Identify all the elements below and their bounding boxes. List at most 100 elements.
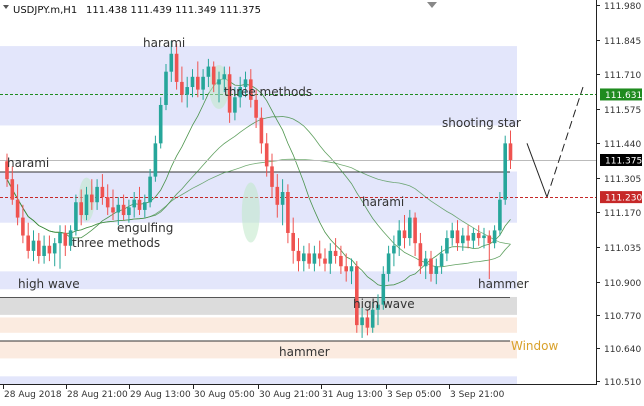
- projection-down: [526, 143, 548, 198]
- candle-body-60: [323, 258, 327, 264]
- candle-body-61: [328, 250, 333, 264]
- candle-body-23: [127, 207, 131, 216]
- candle-body-94: [503, 143, 507, 200]
- candle-body-7: [42, 245, 46, 256]
- annotation-high-wave-mid: high wave: [353, 297, 415, 311]
- candle-body-21: [116, 204, 121, 213]
- candle-body-57: [307, 253, 311, 264]
- candle-body-44: [238, 87, 242, 98]
- x-tick-label-6: 3 Sep 05:00: [387, 390, 442, 400]
- candle-body-62: [333, 250, 338, 256]
- y-tick-label-8: 110.900: [604, 279, 641, 289]
- pattern-highlight-2: [241, 182, 260, 243]
- candle-body-58: [312, 253, 317, 264]
- candle-body-85: [455, 230, 460, 244]
- candle-body-74: [397, 230, 401, 246]
- zone-3: [0, 296, 517, 315]
- y-tick-label-4: 111.440: [604, 140, 641, 150]
- candle-body-39: [211, 66, 216, 85]
- candle-body-84: [450, 230, 454, 239]
- candle-body-76: [408, 217, 412, 239]
- y-tick-label-0: 111.980: [604, 2, 641, 12]
- price-label-box-1: [600, 154, 642, 166]
- symbol-title: USDJPY.m,H1: [13, 5, 77, 16]
- price-label-text-1: 111.375: [605, 157, 642, 167]
- candle-body-92: [492, 230, 497, 244]
- annotation-hammer-right: hammer: [478, 277, 529, 291]
- x-tick-label-0: 28 Aug 2018: [4, 390, 62, 400]
- candle-body-75: [402, 230, 407, 239]
- y-tick-label-9: 110.770: [604, 312, 641, 322]
- annotation-window: Window: [511, 339, 559, 353]
- candle-body-49: [264, 143, 269, 167]
- y-tick-label-3: 111.575: [604, 106, 641, 116]
- candle-body-40: [217, 79, 221, 85]
- candle-body-80: [429, 258, 433, 274]
- candle-body-16: [90, 194, 94, 203]
- price-labels: 111.631 111.375 111.230: [600, 88, 642, 204]
- candle-body-79: [423, 258, 428, 267]
- candle-body-2: [15, 199, 20, 218]
- y-tick-label-10: 110.640: [604, 345, 641, 355]
- chart-shift-marker-icon[interactable]: [427, 2, 437, 8]
- candle-body-71: [381, 273, 386, 305]
- price-axis[interactable]: 111.980 111.845 111.710 111.575 111.440 111.3…: [596, 2, 641, 388]
- candle-body-41: [222, 74, 227, 80]
- candle-body-59: [317, 253, 322, 259]
- candle-body-25: [137, 199, 142, 210]
- annotation-three-methods-left: three methods: [72, 236, 160, 250]
- annotation-layer: harami three methods shooting star haram…: [7, 36, 559, 359]
- annotation-hammer-bottom: hammer: [279, 345, 330, 359]
- candle-body-42: [227, 74, 232, 113]
- x-tick-label-4: 30 Aug 21:00: [259, 390, 320, 400]
- x-tick-label-1: 28 Aug 21:00: [67, 390, 128, 400]
- candle-body-47: [254, 99, 258, 118]
- chart-header: USDJPY.m,H1 111.438 111.439 111.349 111.…: [3, 2, 437, 16]
- price-label-box-0: [600, 88, 642, 101]
- annotation-high-wave-left: high wave: [18, 277, 80, 291]
- candle-body-28: [153, 143, 158, 177]
- y-tick-label-11: 110.510: [604, 378, 641, 388]
- candle-body-72: [386, 253, 391, 274]
- candle-body-0: [5, 161, 9, 180]
- price-label-box-2: [600, 191, 642, 204]
- candle-body-55: [296, 250, 301, 262]
- candle-body-34: [185, 87, 189, 95]
- candle-body-88: [471, 232, 476, 241]
- candle-body-52: [280, 192, 285, 205]
- candle-body-17: [95, 186, 99, 203]
- y-tick-label-2: 111.710: [604, 71, 641, 81]
- candle-body-66: [355, 266, 359, 326]
- candle-body-27: [148, 176, 152, 203]
- candle-body-93: [498, 199, 502, 231]
- level-lines-layer: [0, 94, 596, 198]
- zone-5: [0, 340, 517, 359]
- symbol-menu-arrow-icon[interactable]: [3, 5, 9, 9]
- candle-body-24: [132, 199, 136, 208]
- zone-4: [0, 317, 517, 333]
- price-label-text-0: 111.631: [605, 91, 642, 101]
- candle-body-4: [26, 235, 30, 251]
- candle-body-90: [482, 235, 486, 239]
- candles-layer: [5, 40, 513, 338]
- candle-body-30: [164, 71, 168, 105]
- candle-body-9: [52, 243, 57, 254]
- candle-body-33: [180, 81, 184, 95]
- candle-body-87: [466, 235, 470, 241]
- candle-body-36: [196, 76, 200, 90]
- candle-body-13: [74, 202, 78, 231]
- annotation-harami-top: harami: [143, 36, 185, 50]
- candle-body-64: [344, 266, 348, 272]
- x-tick-label-7: 3 Sep 21:00: [450, 390, 505, 400]
- candle-body-67: [360, 317, 364, 326]
- candle-body-29: [158, 104, 163, 144]
- candle-body-8: [47, 245, 52, 254]
- candle-body-18: [100, 186, 105, 198]
- candle-body-82: [439, 253, 444, 267]
- candle-body-38: [206, 66, 211, 77]
- candle-body-20: [111, 207, 115, 213]
- time-axis[interactable]: 28 Aug 2018 28 Aug 21:00 29 Aug 13:00 30 Au…: [3, 384, 505, 400]
- y-tick-label-1: 111.845: [604, 37, 641, 47]
- candle-body-5: [31, 240, 36, 251]
